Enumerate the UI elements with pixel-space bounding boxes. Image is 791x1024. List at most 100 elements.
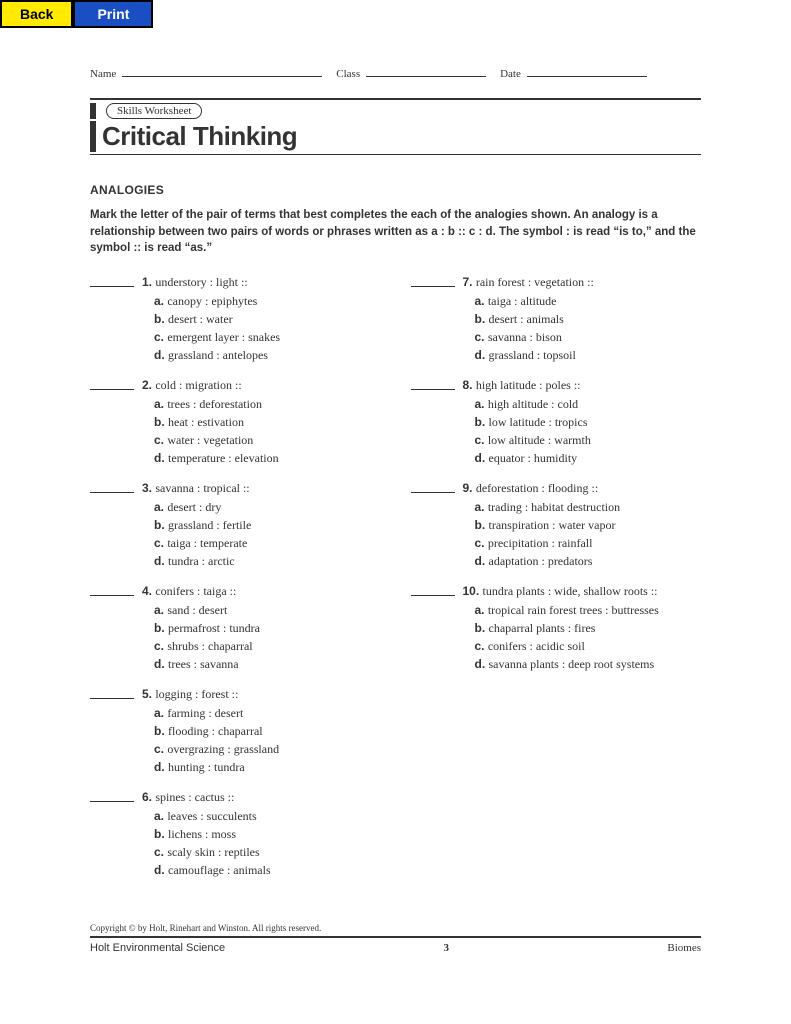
choice: d. temperature : elevation <box>154 449 381 467</box>
choice-letter: b. <box>475 312 489 326</box>
choice: a. leaves : succulents <box>154 807 381 825</box>
choice-text: equator : humidity <box>489 451 578 465</box>
answer-blank[interactable] <box>411 275 455 287</box>
back-button[interactable]: Back <box>0 0 73 28</box>
question-stem: rain forest : vegetation :: <box>476 275 594 289</box>
choice: b. flooding : chaparral <box>154 722 381 740</box>
footer-right: Biomes <box>667 942 701 954</box>
choice: b. chaparral plants : fires <box>475 619 702 637</box>
choice-text: farming : desert <box>167 706 243 720</box>
date-blank[interactable] <box>527 76 647 77</box>
answer-blank[interactable] <box>90 275 134 287</box>
choice-letter: d. <box>154 554 168 568</box>
choice-text: overgrazing : grassland <box>167 742 279 756</box>
class-blank[interactable] <box>366 76 486 77</box>
choice: c. low altitude : warmth <box>475 431 702 449</box>
choice-text: low latitude : tropics <box>489 415 588 429</box>
answer-blank[interactable] <box>90 790 134 802</box>
choice: a. tropical rain forest trees : buttress… <box>475 601 702 619</box>
choice: a. trading : habitat destruction <box>475 498 702 516</box>
choice-text: grassland : antelopes <box>168 348 268 362</box>
choice: b. grassland : fertile <box>154 516 381 534</box>
choice-text: desert : water <box>168 312 233 326</box>
answer-blank[interactable] <box>411 378 455 390</box>
choice: c. taiga : temperate <box>154 534 381 552</box>
question-number: 1. <box>142 275 155 289</box>
question-stem: deforestation : flooding :: <box>476 481 598 495</box>
choice-letter: a. <box>475 294 488 308</box>
column-left: 1. understory : light ::a. canopy : epip… <box>90 275 381 893</box>
choice-letter: c. <box>154 639 167 653</box>
choice-letter: a. <box>475 603 488 617</box>
question-number: 7. <box>463 275 476 289</box>
question: 5. logging : forest ::a. farming : deser… <box>90 687 381 776</box>
choice: c. shrubs : chaparral <box>154 637 381 655</box>
choice-text: chaparral plants : fires <box>489 621 596 635</box>
choice-text: savanna : bison <box>488 330 562 344</box>
question-number: 6. <box>142 790 155 804</box>
choice: c. emergent layer : snakes <box>154 328 381 346</box>
choice: a. trees : deforestation <box>154 395 381 413</box>
choice-letter: a. <box>154 603 167 617</box>
choice: c. savanna : bison <box>475 328 702 346</box>
page-title: Critical Thinking <box>90 121 701 152</box>
choice-text: tundra : arctic <box>168 554 235 568</box>
choice-text: grassland : topsoil <box>489 348 576 362</box>
choice-letter: d. <box>475 451 489 465</box>
choice-text: adaptation : predators <box>489 554 593 568</box>
choice: d. camouflage : animals <box>154 861 381 879</box>
choice-letter: d. <box>154 863 168 877</box>
choice-text: trading : habitat destruction <box>488 500 620 514</box>
name-label: Name <box>90 68 116 80</box>
column-right: 7. rain forest : vegetation ::a. taiga :… <box>411 275 702 893</box>
choice-text: taiga : altitude <box>488 294 557 308</box>
choices: a. trading : habitat destructionb. trans… <box>463 498 702 570</box>
choice: d. equator : humidity <box>475 449 702 467</box>
question: 2. cold : migration ::a. trees : defores… <box>90 378 381 467</box>
question-number: 2. <box>142 378 155 392</box>
answer-blank[interactable] <box>90 687 134 699</box>
choice-text: grassland : fertile <box>168 518 251 532</box>
choice: a. sand : desert <box>154 601 381 619</box>
choice-letter: d. <box>475 348 489 362</box>
answer-blank[interactable] <box>90 584 134 596</box>
answer-blank[interactable] <box>411 481 455 493</box>
choice-letter: c. <box>475 639 488 653</box>
question-stem: understory : light :: <box>155 275 247 289</box>
question-body: 6. spines : cactus ::a. leaves : succule… <box>142 790 381 879</box>
question-body: 10. tundra plants : wide, shallow roots … <box>463 584 702 673</box>
choice-letter: c. <box>475 330 488 344</box>
print-button[interactable]: Print <box>73 0 153 28</box>
date-label: Date <box>500 68 521 80</box>
question-body: 9. deforestation : flooding ::a. trading… <box>463 481 702 570</box>
choice-letter: a. <box>154 294 167 308</box>
choices: a. tropical rain forest trees : buttress… <box>463 601 702 673</box>
choice-text: trees : deforestation <box>167 397 262 411</box>
choice-letter: d. <box>154 348 168 362</box>
choice-letter: a. <box>154 706 167 720</box>
choice-letter: c. <box>154 433 167 447</box>
question: 9. deforestation : flooding ::a. trading… <box>411 481 702 570</box>
choices: a. high altitude : coldb. low latitude :… <box>463 395 702 467</box>
question-number: 5. <box>142 687 155 701</box>
choice-text: desert : dry <box>167 500 221 514</box>
worksheet-page: Name Class Date Skills Worksheet Critica… <box>0 28 791 974</box>
choices: a. trees : deforestationb. heat : estiva… <box>142 395 381 467</box>
answer-blank[interactable] <box>411 584 455 596</box>
question-stem: tundra plants : wide, shallow roots :: <box>483 584 658 598</box>
question-number: 10. <box>463 584 483 598</box>
footer: Copyright © by Holt, Rinehart and Winsto… <box>90 923 701 954</box>
footer-left: Holt Environmental Science <box>90 942 225 954</box>
choice-text: trees : savanna <box>168 657 239 671</box>
choice-text: sand : desert <box>167 603 227 617</box>
choice-letter: c. <box>154 742 167 756</box>
choice: b. desert : water <box>154 310 381 328</box>
question-body: 2. cold : migration ::a. trees : defores… <box>142 378 381 467</box>
choice-letter: a. <box>154 397 167 411</box>
answer-blank[interactable] <box>90 481 134 493</box>
answer-blank[interactable] <box>90 378 134 390</box>
choice: b. low latitude : tropics <box>475 413 702 431</box>
name-blank[interactable] <box>122 76 322 77</box>
choice-text: savanna plants : deep root systems <box>489 657 655 671</box>
choice-text: camouflage : animals <box>168 863 271 877</box>
